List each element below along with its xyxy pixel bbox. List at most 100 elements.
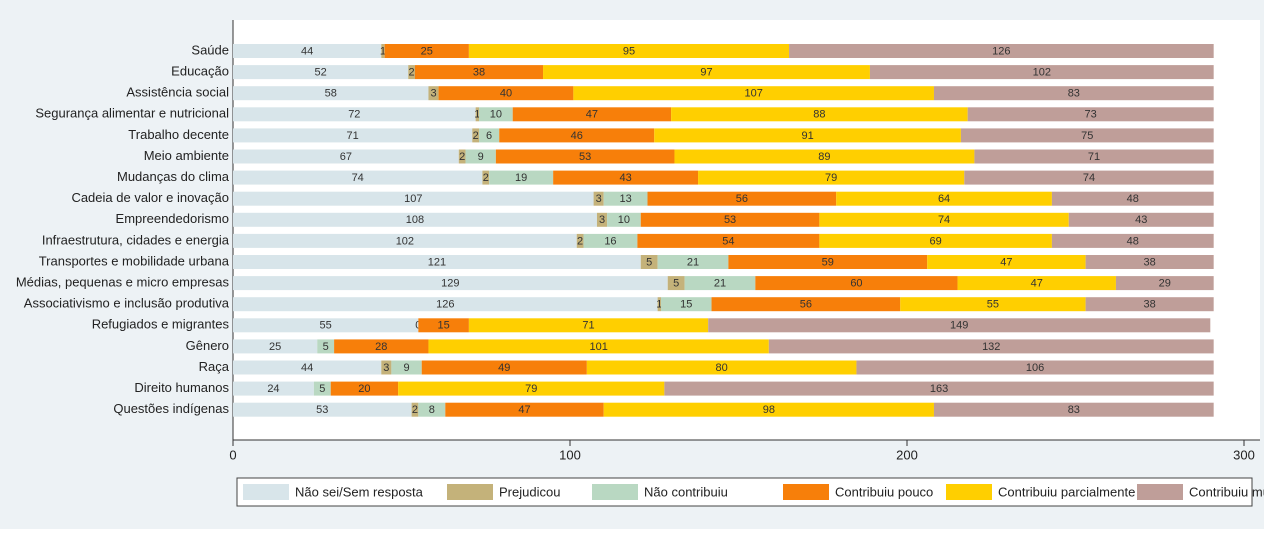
bar-segment [755, 276, 958, 291]
value-label: 28 [375, 341, 387, 353]
bar-segment [233, 276, 668, 291]
bar-segment [576, 233, 584, 248]
value-label: 9 [478, 151, 484, 163]
value-label: 107 [404, 193, 422, 205]
value-label: 6 [486, 130, 492, 142]
value-label: 80 [716, 362, 728, 374]
legend-swatch [1137, 484, 1183, 500]
bar-segment [445, 402, 604, 417]
category-label: Mudanças do clima [117, 169, 230, 184]
bar-segment [869, 65, 1214, 80]
value-label: 126 [436, 299, 454, 311]
bar-segment [233, 360, 382, 375]
value-label: 132 [982, 341, 1000, 353]
bar-segment [573, 86, 934, 101]
value-label: 89 [818, 151, 830, 163]
category-label: Gênero [186, 338, 229, 353]
bar-segment [657, 255, 729, 269]
bar-segment [233, 297, 658, 312]
bar-segment [593, 191, 604, 206]
value-label: 74 [938, 214, 950, 226]
value-label: 55 [320, 320, 332, 332]
value-label: 53 [724, 214, 736, 226]
value-label: 1 [656, 299, 662, 311]
value-label: 79 [525, 383, 537, 395]
bar-segment [671, 107, 968, 122]
category-label: Segurança alimentar e nutricional [35, 106, 229, 121]
plot-area [233, 20, 1260, 440]
category-label: Empreendedorismo [116, 211, 229, 226]
value-label: 5 [646, 256, 652, 268]
bar-segment [708, 318, 1211, 333]
value-label: 44 [301, 45, 313, 57]
bar-segment [233, 107, 476, 122]
value-label: 88 [813, 109, 825, 121]
value-label: 15 [680, 299, 692, 311]
value-label: 79 [825, 172, 837, 184]
value-label: 29 [1159, 278, 1171, 290]
bar-segment [927, 255, 1086, 269]
bar-segment [489, 170, 554, 185]
value-label: 10 [490, 109, 502, 121]
value-label: 64 [938, 193, 950, 205]
value-label: 46 [571, 130, 583, 142]
bar-segment [768, 339, 1214, 354]
legend-swatch [447, 484, 493, 500]
value-label: 56 [800, 299, 812, 311]
category-label: Transportes e mobilidade urbana [39, 253, 230, 268]
value-label: 2 [577, 235, 583, 247]
value-label: 2 [409, 67, 415, 79]
value-label: 10 [618, 214, 630, 226]
value-label: 108 [406, 214, 424, 226]
legend [236, 477, 1253, 507]
bar-segment [603, 191, 648, 206]
category-label: Trabalho decente [128, 127, 229, 142]
bar-segment [233, 86, 429, 101]
value-label: 67 [340, 151, 352, 163]
value-label: 71 [1088, 151, 1100, 163]
value-label: 97 [700, 67, 712, 79]
bar-segment [960, 128, 1214, 143]
value-label: 72 [348, 109, 360, 121]
category-label: Direito humanos [134, 380, 229, 395]
value-label: 56 [736, 193, 748, 205]
bar-segment [418, 318, 469, 333]
bar-segment [233, 339, 318, 354]
bar-segment [233, 149, 459, 164]
value-label: 2 [473, 130, 479, 142]
bar-segment [233, 128, 473, 143]
value-label: 98 [763, 404, 775, 416]
bar-segment [674, 149, 975, 164]
value-label: 49 [498, 362, 510, 374]
value-label: 24 [267, 383, 279, 395]
bar-segment [411, 402, 419, 417]
legend-swatch [243, 484, 289, 500]
value-label: 48 [1127, 235, 1139, 247]
bar-segment [728, 255, 928, 269]
bar-segment [543, 65, 870, 80]
value-label: 38 [1144, 256, 1156, 268]
value-label: 54 [722, 235, 734, 247]
value-label: 47 [1031, 278, 1043, 290]
value-label: 126 [992, 45, 1010, 57]
x-tick-label: 0 [229, 447, 236, 462]
bar-segment [381, 44, 385, 58]
value-label: 129 [441, 278, 459, 290]
bar-segment [398, 381, 665, 396]
category-label: Refugiados e migrantes [92, 317, 230, 332]
bar-segment [1085, 255, 1214, 269]
bar-segment [512, 107, 672, 122]
value-label: 60 [850, 278, 862, 290]
value-label: 149 [950, 320, 968, 332]
bar-segment [974, 149, 1214, 164]
value-label: 19 [515, 172, 527, 184]
value-label: 55 [987, 299, 999, 311]
bar-segment [1051, 191, 1214, 206]
bar-segment [313, 381, 331, 396]
value-label: 101 [589, 341, 607, 353]
value-label: 71 [347, 130, 359, 142]
value-label: 2 [483, 172, 489, 184]
bar-segment [475, 107, 480, 122]
bar-segment [479, 128, 500, 143]
